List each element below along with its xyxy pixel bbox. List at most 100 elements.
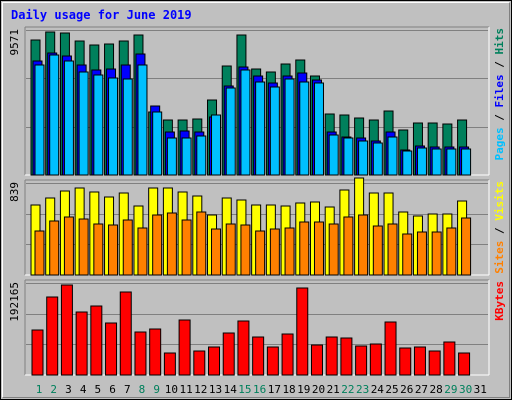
bar-sites xyxy=(446,227,457,276)
bar-sites xyxy=(255,230,266,276)
panel-kbytes: 192165 KBytes xyxy=(8,279,506,376)
bar-pages xyxy=(93,74,104,176)
x-tick-label: 13 xyxy=(209,383,222,396)
bar-kbytes xyxy=(384,321,397,376)
bar-sites xyxy=(152,214,163,276)
x-tick-label: 4 xyxy=(80,383,87,396)
legend-segment: KBytes xyxy=(493,281,506,321)
series-kbytes xyxy=(31,284,471,376)
x-tick-label: 16 xyxy=(253,383,266,396)
bar-sites xyxy=(416,231,427,276)
chart-panels: 9571 Pages / Files / Hits 839 Sites / Visit… xyxy=(8,26,506,376)
legend-segment: Visits xyxy=(493,181,506,221)
bar-kbytes xyxy=(75,311,88,376)
x-tick-label: 9 xyxy=(153,383,160,396)
bar-pages xyxy=(372,142,383,176)
bar-kbytes xyxy=(413,346,426,376)
bar-pages xyxy=(387,136,398,176)
y-max-label: 192165 xyxy=(8,282,21,322)
x-tick-label: 15 xyxy=(238,383,251,396)
bar-sites xyxy=(137,227,148,276)
legend-segment: Sites xyxy=(493,241,506,274)
legend-segment: / xyxy=(493,221,506,241)
bar-kbytes xyxy=(443,341,456,376)
bar-pages xyxy=(416,147,427,176)
x-tick-label: 11 xyxy=(179,383,192,396)
bar-kbytes xyxy=(266,346,279,376)
bar-pages xyxy=(431,148,442,176)
y-max-label: 9571 xyxy=(8,29,21,56)
bar-pages xyxy=(122,78,133,176)
bar-pages xyxy=(299,81,310,176)
x-tick-label: 8 xyxy=(139,383,146,396)
x-tick-label: 23 xyxy=(356,383,369,396)
legend-segment: / xyxy=(493,55,506,75)
legend-segment: Files xyxy=(493,74,506,107)
bar-kbytes xyxy=(90,305,103,376)
bar-pages xyxy=(343,137,354,176)
bar-kbytes xyxy=(134,331,147,376)
bar-kbytes xyxy=(163,352,176,376)
x-tick-label: 17 xyxy=(268,383,281,396)
bar-sites xyxy=(181,219,192,276)
legend-segment: / xyxy=(493,108,506,128)
bar-pages xyxy=(269,86,280,176)
legend-segment: Pages xyxy=(493,127,506,160)
bar-pages xyxy=(63,60,74,176)
x-tick-label: 29 xyxy=(444,383,457,396)
bar-kbytes xyxy=(208,346,221,376)
bar-kbytes xyxy=(281,333,294,376)
panel-hits-files-pages: 9571 Pages / Files / Hits xyxy=(8,26,506,176)
bar-kbytes xyxy=(458,352,471,376)
bar-kbytes xyxy=(355,345,368,376)
bar-pages xyxy=(196,135,207,176)
bar-sites xyxy=(34,230,45,276)
bar-sites xyxy=(240,224,251,276)
x-tick-label: 20 xyxy=(312,383,325,396)
bar-pages xyxy=(313,82,324,176)
bar-sites xyxy=(108,224,119,276)
bar-sites xyxy=(402,233,413,276)
x-tick-label: 12 xyxy=(194,383,207,396)
x-tick-label: 30 xyxy=(459,383,472,396)
bar-kbytes xyxy=(60,284,73,376)
bar-sites xyxy=(211,228,222,276)
x-tick-label: 3 xyxy=(65,383,72,396)
bar-sites xyxy=(299,221,310,276)
bar-kbytes xyxy=(369,343,382,376)
bar-pages xyxy=(461,148,472,176)
bar-sites xyxy=(358,214,369,276)
bar-sites xyxy=(284,227,295,276)
x-tick-label: 21 xyxy=(327,383,340,396)
x-tick-label: 27 xyxy=(415,383,428,396)
bar-pages xyxy=(211,114,222,176)
bar-kbytes xyxy=(399,347,412,376)
bar-sites xyxy=(372,225,383,276)
bar-sites xyxy=(269,228,280,276)
x-tick-label: 31 xyxy=(474,383,487,396)
panel-legend: Pages / Files / Hits xyxy=(493,28,506,161)
bar-sites xyxy=(93,223,104,276)
bar-pages xyxy=(34,64,45,176)
series-sites xyxy=(34,211,472,276)
x-tick-label: 1 xyxy=(36,383,43,396)
chart-title: Daily usage for June 2019 xyxy=(11,8,192,22)
panel-legend: KBytes xyxy=(493,281,506,321)
x-tick-label: 28 xyxy=(430,383,443,396)
x-tick-label: 25 xyxy=(385,383,398,396)
bar-pages xyxy=(402,150,413,176)
x-tick-label: 14 xyxy=(224,383,238,396)
x-tick-label: 19 xyxy=(297,383,310,396)
bar-sites xyxy=(328,223,339,276)
x-axis-labels: 1 2 3 4 5 6 7 8 9 10 11 12 13 14 15 16 17 18 19 20 21 22 23 24 2… xyxy=(36,383,487,396)
bar-pages xyxy=(152,111,163,176)
panel-visits-sites: 839 Sites / Visits xyxy=(8,177,506,276)
bar-pages xyxy=(108,77,119,176)
bar-pages xyxy=(446,148,457,176)
y-max-label: 839 xyxy=(8,182,21,202)
x-tick-label: 18 xyxy=(282,383,295,396)
legend-segment: Hits xyxy=(493,28,506,55)
bar-kbytes xyxy=(252,336,265,376)
x-tick-label: 24 xyxy=(371,383,385,396)
bar-pages xyxy=(328,134,339,176)
